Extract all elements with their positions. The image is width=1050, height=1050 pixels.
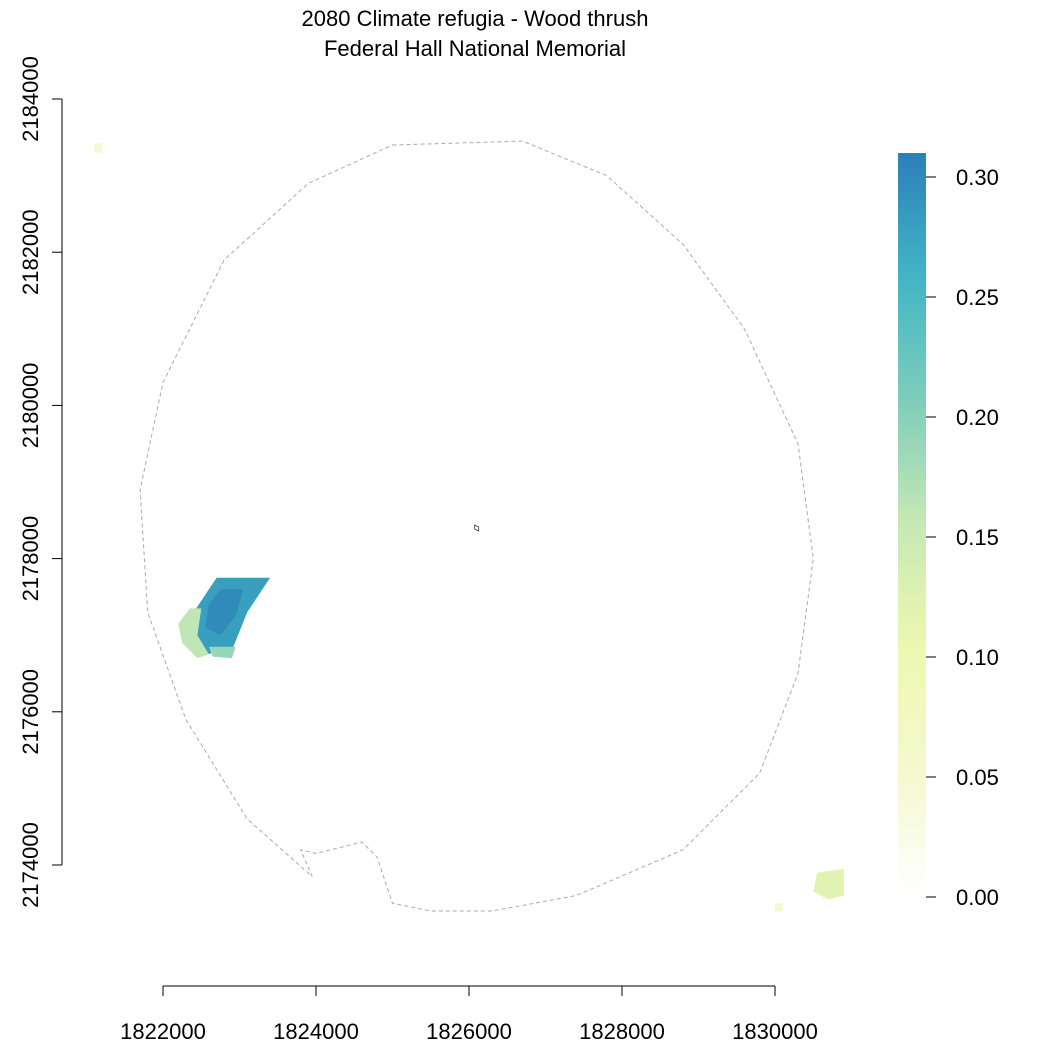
refugia-patch-main-margin xyxy=(178,608,209,659)
plot-region xyxy=(94,140,844,912)
refugia-patch-nw-speck xyxy=(94,143,102,153)
y-tick-label: 2178000 xyxy=(18,516,43,602)
y-tick-label: 2174000 xyxy=(18,822,43,908)
legend-tick-label: 0.05 xyxy=(956,765,999,790)
x-axis: 1822000 1824000 1826000 1828000 1830000 xyxy=(120,985,818,1044)
y-tick-label: 2182000 xyxy=(18,209,43,295)
legend-tick-label: 0.25 xyxy=(956,285,999,310)
legend-tick-label: 0.10 xyxy=(956,645,999,670)
x-tick-label: 1828000 xyxy=(579,1019,665,1044)
legend-tick-label: 0.15 xyxy=(956,525,999,550)
map-subtitle: Federal Hall National Memorial xyxy=(324,36,626,61)
x-tick-label: 1824000 xyxy=(273,1019,359,1044)
legend: 0.00 0.05 0.10 0.15 0.20 0.25 0.30 xyxy=(898,153,999,910)
refugia-patch-main-core xyxy=(205,589,244,636)
y-tick-label: 2180000 xyxy=(18,363,43,449)
legend-color-bar xyxy=(898,153,926,897)
refugia-layer xyxy=(94,143,844,911)
park-boundary-marker xyxy=(474,524,480,532)
x-tick-label: 1826000 xyxy=(426,1019,512,1044)
buffer-boundary xyxy=(139,140,814,912)
legend-tick-label: 0.00 xyxy=(956,885,999,910)
y-axis: 2174000 2176000 2178000 2180000 2182000 21840… xyxy=(18,56,63,908)
refugia-patch-main-south-edge xyxy=(208,646,236,659)
legend-tick-label: 0.20 xyxy=(956,405,999,430)
refugia-patch-se-speck xyxy=(775,903,783,911)
map-title: 2080 Climate refugia - Wood thrush xyxy=(302,6,649,31)
y-tick-label: 2184000 xyxy=(18,56,43,142)
refugia-patch-se-corner xyxy=(813,868,844,900)
park-location-layer xyxy=(474,524,480,532)
y-tick-label: 2176000 xyxy=(18,669,43,755)
legend-ticks: 0.00 0.05 0.10 0.15 0.20 0.25 0.30 xyxy=(926,165,999,910)
buffer-boundary-layer xyxy=(139,140,814,912)
legend-tick-label: 0.30 xyxy=(956,165,999,190)
x-tick-label: 1830000 xyxy=(732,1019,818,1044)
x-tick-label: 1822000 xyxy=(120,1019,206,1044)
